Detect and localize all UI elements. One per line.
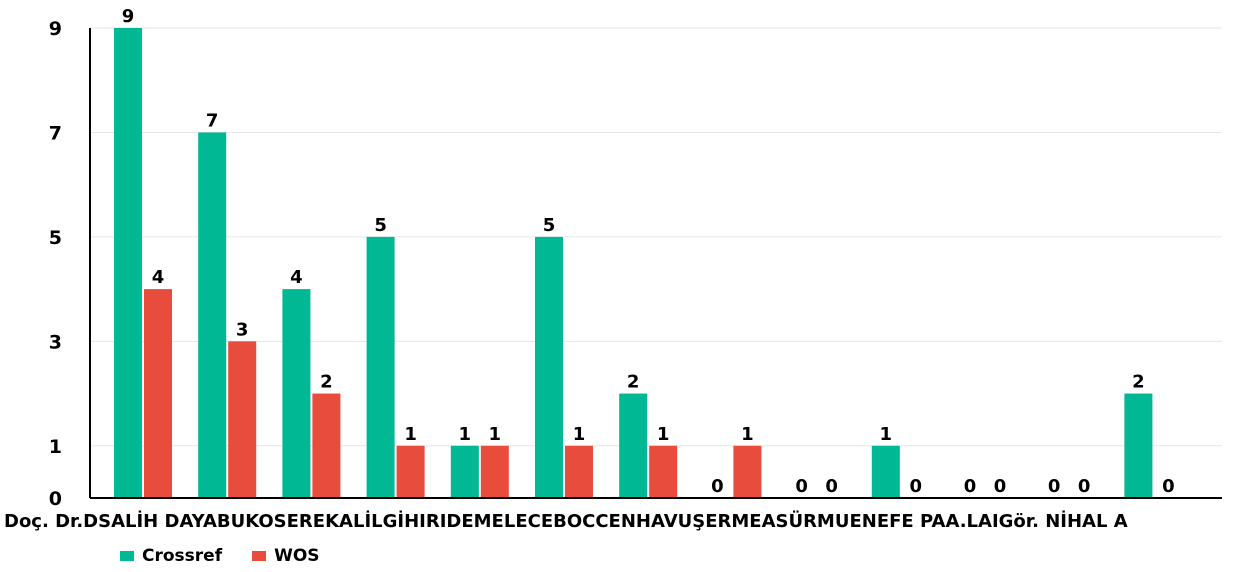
data-label-wos: 1 xyxy=(489,424,502,445)
bars xyxy=(114,28,1153,498)
legend-label-crossref: Crossref xyxy=(142,546,223,566)
legend-item-wos: WOS xyxy=(252,546,320,566)
y-tick-label: 3 xyxy=(49,331,62,353)
data-label-crossref: 0 xyxy=(964,476,977,497)
data-label-wos: 1 xyxy=(573,424,586,445)
data-label-crossref: 5 xyxy=(543,215,556,236)
y-tick-label: 1 xyxy=(49,436,62,458)
bar-wos xyxy=(480,445,509,498)
data-label-wos: 0 xyxy=(910,476,923,497)
data-label-wos: 0 xyxy=(994,476,1007,497)
data-label-wos: 3 xyxy=(236,319,249,340)
y-tick-label: 9 xyxy=(49,18,62,40)
data-label-wos: 0 xyxy=(825,476,838,497)
data-label-crossref: 1 xyxy=(459,424,472,445)
bar-crossref xyxy=(619,393,648,498)
data-label-crossref: 2 xyxy=(1132,372,1145,393)
data-label-crossref: 7 xyxy=(206,110,219,131)
legend-swatch-wos xyxy=(252,551,267,561)
bar-crossref xyxy=(535,236,563,498)
bar-wos xyxy=(312,393,341,498)
data-label-wos: 1 xyxy=(657,424,670,445)
data-label-crossref: 0 xyxy=(1048,476,1061,497)
data-label-crossref: 2 xyxy=(627,372,640,393)
y-tick-label: 5 xyxy=(49,227,62,249)
x-axis-category-labels: Doç. Dr.DSALİH DAYABUKOSEREKALİLGİHIRIDE… xyxy=(4,510,1128,532)
data-label-crossref: 0 xyxy=(795,476,808,497)
data-label-wos: 0 xyxy=(1162,476,1175,497)
data-label-wos: 2 xyxy=(320,372,333,393)
data-label-crossref: 1 xyxy=(880,424,893,445)
legend-item-crossref: Crossref xyxy=(120,546,222,566)
bar-crossref xyxy=(366,236,395,498)
bar-wos xyxy=(396,445,425,498)
data-label-wos: 4 xyxy=(152,267,165,288)
data-label-crossref: 4 xyxy=(290,267,303,288)
bar-crossref xyxy=(282,289,311,498)
data-label-wos: 1 xyxy=(404,424,417,445)
data-label-crossref: 5 xyxy=(374,215,387,236)
legend-label-wos: WOS xyxy=(274,546,320,566)
bar-crossref xyxy=(871,445,900,498)
legend-swatch-crossref xyxy=(120,551,134,561)
data-label-wos: 1 xyxy=(741,424,754,445)
bar-wos xyxy=(565,445,593,498)
bar-crossref xyxy=(198,132,227,498)
data-label-wos: 0 xyxy=(1078,476,1091,497)
legend: Crossref WOS xyxy=(120,546,320,566)
bar-crossref xyxy=(114,28,142,498)
y-tick-label: 0 xyxy=(49,488,62,510)
y-tick-label: 7 xyxy=(49,122,62,144)
bar-crossref xyxy=(1124,393,1153,498)
gridlines xyxy=(90,27,1222,447)
axes: 0 1 3 5 7 9 xyxy=(49,18,1222,510)
bar-wos xyxy=(144,289,172,498)
bar-wos xyxy=(228,341,257,498)
bar-wos xyxy=(649,445,678,498)
bar-crossref xyxy=(450,445,479,498)
data-label-crossref: 9 xyxy=(122,6,135,27)
bar-wos xyxy=(733,445,762,498)
data-label-crossref: 0 xyxy=(711,476,724,497)
